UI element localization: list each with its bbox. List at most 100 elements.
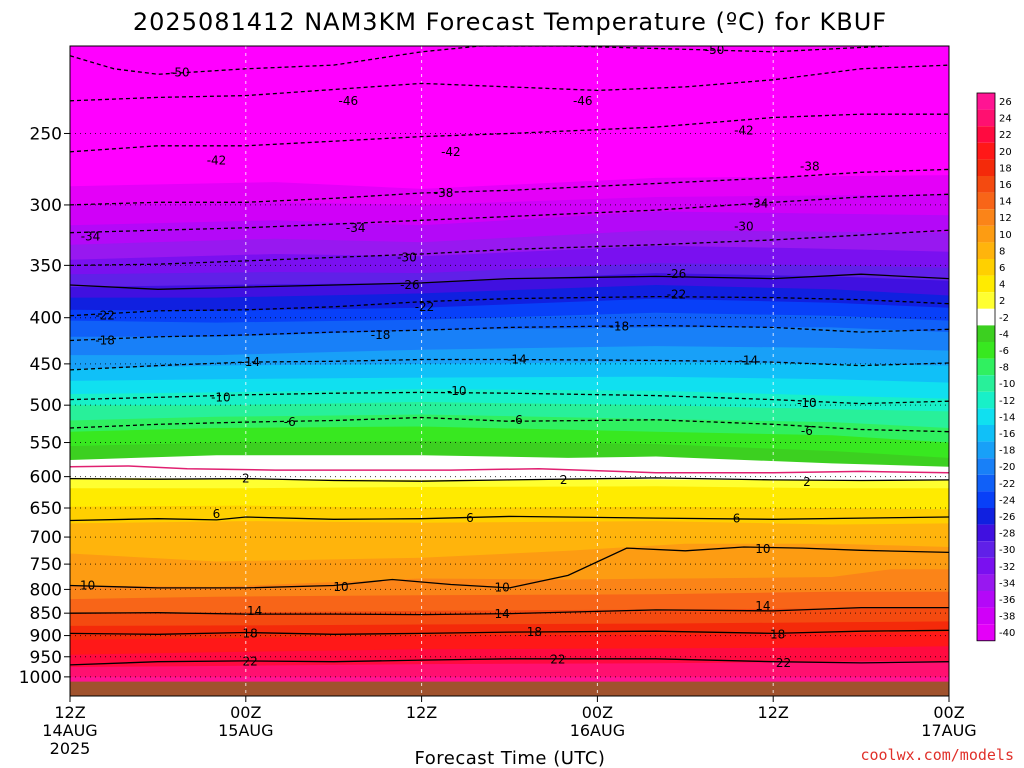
contour-label: 6 [466,511,474,525]
colorbar-label: 20 [999,147,1012,158]
y-tick-label: 1000 [19,668,62,688]
colorbar-label: -30 [999,545,1015,556]
isotherm-14 [70,606,949,616]
colorbar-swatch [977,275,995,293]
y-tick-label: 500 [30,396,62,416]
contour-labels: -50 -50 -46 -46 -42 -42 -42 -38 -38 -34 -34 -34 -30 -… [80,43,820,670]
contour-label: 18 [770,627,785,641]
colorbar-label: -34 [999,578,1015,589]
y-tick-label: 800 [30,580,62,600]
colorbar-label: -20 [999,462,1015,473]
colorbar-swatch [977,591,995,608]
contour-label: 6 [733,512,741,526]
isotherm--34 [70,193,949,234]
contour-label: -30 [734,220,754,234]
x-tick-label: 17AUG [921,721,976,740]
colorbar-label: 22 [999,130,1012,141]
colorbar-swatch [977,159,995,176]
colorbar-label: 4 [999,280,1005,291]
colorbar-swatch [977,126,995,143]
colorbar-swatch [977,109,995,127]
colorbar-swatch [977,259,995,276]
colorbar-swatch [977,209,995,226]
colorbar-swatch [977,491,995,508]
contour-label: -26 [667,267,687,281]
colorbar-swatch [977,358,995,376]
contour-label: 14 [495,607,510,621]
contour-label: -22 [95,309,115,323]
colorbar-label: -14 [999,412,1015,423]
colorbar-label: -4 [999,329,1009,340]
isotherm--10 [70,391,949,405]
colorbar-label: -32 [999,562,1015,573]
contour-label: 10 [755,542,770,556]
contour-label: -18 [95,334,115,348]
y-tick-label: 400 [30,309,62,329]
contour-label: -26 [400,278,420,292]
contour-label: 22 [776,656,791,670]
isotherm--18 [70,324,949,342]
colorbar-swatch [977,541,995,558]
x-tick-label: 00Z [933,703,964,722]
contour-label: -6 [511,413,523,427]
colorbar-label: 14 [999,197,1012,208]
colorbar-label: -18 [999,446,1015,457]
contour-label: -46 [573,94,593,108]
colorbar-label: -38 [999,612,1015,623]
plot-area: -50 -50 -46 -46 -42 -42 -42 -38 -38 -34 -34 -34 -30 -… [70,43,949,696]
colorbar-label: -16 [999,429,1015,440]
contour-label: 2 [803,475,811,489]
y-tick-label: 600 [30,468,62,488]
y-tick-label: 300 [30,196,62,216]
colorbar-swatch [977,441,995,459]
isotherm-22 [70,658,949,666]
isotherm-contours [70,46,949,666]
contour-label: -6 [284,415,296,429]
contour-label: -42 [734,123,754,137]
colorbar-label: 10 [999,230,1012,241]
contour-label: 14 [247,604,262,618]
contour-label: -30 [397,250,417,264]
colorbar-label: -26 [999,512,1015,523]
x-tick-label: 00Z [582,703,613,722]
colorbar-label: -22 [999,479,1015,490]
y-axis: 250 300 350 400 450 500 550 600 650 700 750 800 850 9… [19,124,70,688]
colorbar-label: -24 [999,495,1015,506]
colorbar-swatch [977,607,995,625]
colorbar-swatch [977,242,995,259]
contour-label: -14 [738,353,758,367]
colorbar-label: -2 [999,313,1009,324]
isotherm--6 [70,416,949,433]
isotherm--46 [70,64,949,102]
colorbar-swatch [977,225,995,243]
contour-label: 22 [550,653,565,667]
colorbar-label: 16 [999,180,1012,191]
contour-label: -46 [339,94,359,108]
colorbar-label: -40 [999,628,1015,639]
contour-label: -14 [507,352,527,366]
colorbar-label: 12 [999,213,1012,224]
colorbar-swatch [977,142,995,160]
isotherm-2 [70,477,949,482]
colorbar-swatch [977,524,995,542]
y-tick-label: 700 [30,528,62,548]
contour-label: -18 [610,319,630,333]
y-tick-label: 450 [30,355,62,375]
x-tick-label: 16AUG [570,721,625,740]
contour-label: 2 [560,473,568,487]
colorbar-frame [976,92,996,642]
colorbar-swatch [977,375,995,392]
contour-label: -50 [705,43,725,57]
contour-label: -22 [667,287,687,301]
chart-title: 2025081412 NAM3KM Forecast Temperature (… [133,8,887,36]
isotherm--14 [70,358,949,371]
colorbar-label: 6 [999,263,1005,274]
contour-label: -38 [800,160,820,174]
colorbar-label: 26 [999,97,1012,108]
contour-label: -42 [441,145,461,159]
plot-frame [69,45,950,697]
x-tick-label: 12Z [406,703,437,722]
contour-label: -38 [434,186,454,200]
colorbar-swatch [977,176,995,193]
